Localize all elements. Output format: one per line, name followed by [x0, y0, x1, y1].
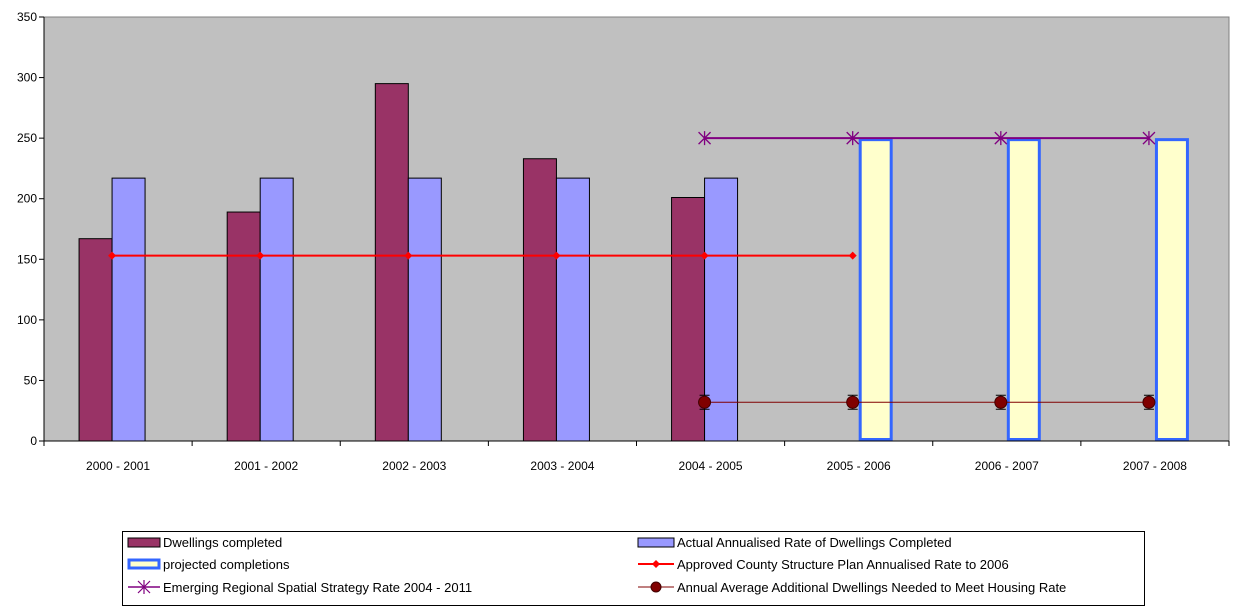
bar-actual-annualised-rate	[704, 177, 739, 442]
marker-additional-dwellings	[1142, 395, 1156, 409]
marker-county-structure-plan	[108, 251, 117, 260]
y-tick-label: 300	[17, 71, 37, 85]
plot-area	[43, 16, 1230, 442]
legend-label: Actual Annualised Rate of Dwellings Comp…	[677, 534, 952, 550]
marker-regional-spatial-strategy	[1142, 131, 1156, 146]
lines	[108, 131, 1156, 410]
y-tick-label: 350	[17, 10, 37, 24]
marker-regional-spatial-strategy	[698, 131, 712, 146]
bar-actual-annualised-rate	[555, 177, 590, 442]
y-tick-label: 200	[17, 192, 37, 206]
bar-projected-completions	[858, 138, 893, 441]
x-tick-label: 2005 - 2006	[827, 459, 891, 473]
chart: 0 50 100 150 200 250 300 350 2000 - 2001 2001 - 2…	[17, 10, 1230, 473]
marker-regional-spatial-strategy	[994, 131, 1008, 146]
legend: Dwellings completed Actual Annualised Ra…	[122, 531, 1145, 606]
bar-actual-annualised-rate	[111, 177, 146, 442]
marker-county-structure-plan	[848, 251, 857, 260]
marker-county-structure-plan	[700, 251, 709, 260]
legend-label: Emerging Regional Spatial Strategy Rate …	[163, 579, 473, 595]
legend-swatch	[128, 580, 160, 594]
marker-regional-spatial-strategy	[846, 131, 860, 146]
marker-additional-dwellings	[994, 395, 1008, 409]
marker-county-structure-plan	[256, 251, 265, 260]
x-tick-label: 2006 - 2007	[975, 459, 1039, 473]
x-tick-label: 2007 - 2008	[1123, 459, 1187, 473]
bar-dwellings-completed	[226, 211, 261, 442]
legend-label: Dwellings completed	[163, 534, 283, 550]
legend-label: projected completions	[163, 556, 290, 572]
bar-dwellings-completed	[78, 238, 113, 442]
bars	[78, 83, 1189, 442]
marker-additional-dwellings	[846, 395, 860, 409]
legend-item-projected-completions: projected completions	[127, 554, 289, 574]
legend-swatch	[637, 537, 675, 548]
bar-projected-completions	[1154, 138, 1189, 441]
x-tick-label: 2000 - 2001	[86, 459, 150, 473]
axes: 0 50 100 150 200 250 300 350 2000 - 2001 2001 - 2…	[17, 10, 1230, 473]
x-tick-label: 2003 - 2004	[530, 459, 594, 473]
legend-swatch	[638, 581, 674, 593]
legend-item-dwellings-completed: Dwellings completed	[127, 532, 282, 552]
y-tick-label: 100	[17, 313, 37, 327]
legend-label: Annual Average Additional Dwellings Need…	[677, 579, 1067, 595]
y-tick-label: 50	[24, 373, 38, 387]
legend-item-county-structure-plan: Approved County Structure Plan Annualise…	[637, 554, 1009, 574]
marker-county-structure-plan	[404, 251, 413, 260]
x-tick-label: 2002 - 2003	[382, 459, 446, 473]
legend-item-actual-rate: Actual Annualised Rate of Dwellings Comp…	[637, 532, 952, 552]
legend-swatch	[127, 558, 161, 570]
y-tick-label: 0	[30, 434, 37, 448]
legend-item-regional-spatial-strategy: Emerging Regional Spatial Strategy Rate …	[127, 577, 472, 597]
x-tick-label: 2004 - 2005	[679, 459, 743, 473]
bar-projected-completions	[1006, 138, 1041, 441]
y-tick-label: 150	[17, 252, 37, 266]
bar-dwellings-completed	[374, 83, 409, 442]
marker-additional-dwellings	[698, 395, 712, 409]
legend-item-additional-dwellings: Annual Average Additional Dwellings Need…	[637, 577, 1066, 597]
marker-county-structure-plan	[552, 251, 561, 260]
y-tick-label: 250	[17, 131, 37, 145]
bar-actual-annualised-rate	[407, 177, 442, 442]
legend-label: Approved County Structure Plan Annualise…	[677, 556, 1009, 572]
bar-dwellings-completed	[522, 158, 557, 442]
legend-swatch	[638, 560, 674, 568]
legend-swatch	[127, 537, 161, 548]
bar-actual-annualised-rate	[259, 177, 294, 442]
plot-background	[43, 16, 1230, 442]
x-tick-label: 2001 - 2002	[234, 459, 298, 473]
